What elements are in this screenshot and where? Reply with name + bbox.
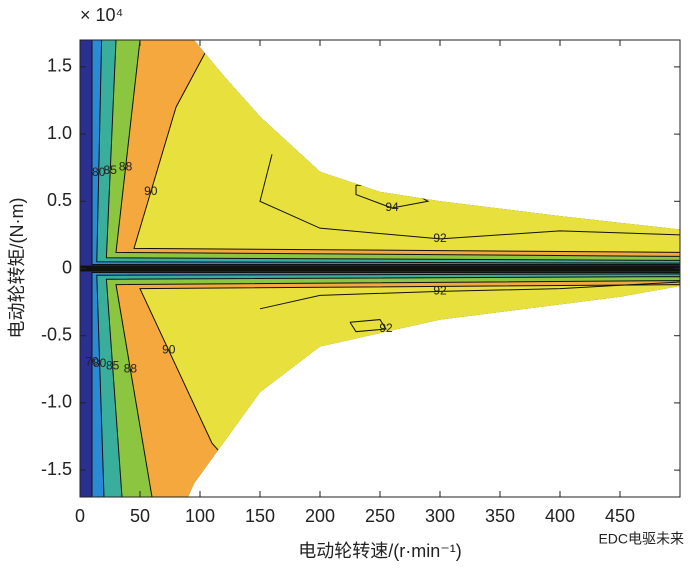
contour-line [259, 154, 680, 240]
contour-label: 88 [119, 160, 133, 174]
x-tick-label: 400 [545, 506, 575, 526]
y-axis-label: 电动轮转矩/(N·m) [7, 198, 27, 339]
y-tick-label: 0 [62, 257, 72, 277]
x-tick-label: 300 [425, 506, 455, 526]
contour-line [349, 319, 387, 333]
contour-label: 92 [433, 231, 447, 245]
contour-label: 85 [104, 163, 118, 177]
contour-label: 88 [124, 362, 138, 376]
y-tick-label: -1.0 [41, 392, 72, 412]
contour-label: 94 [385, 200, 399, 214]
contour-label: 80 [93, 356, 107, 370]
x-tick-label: 100 [185, 506, 215, 526]
contour-line [259, 281, 680, 310]
contour-region [139, 284, 680, 497]
contour-label: 92 [379, 321, 393, 335]
x-axis-label: 电动轮转速/(r·min⁻¹) [298, 541, 461, 561]
x-tick-label: 150 [245, 506, 275, 526]
contour-label: 80 [92, 165, 106, 179]
x-tick-label: 350 [485, 506, 515, 526]
contour-label: 70 [85, 354, 99, 368]
zero-contours [80, 265, 680, 272]
y-tick-label: -0.5 [41, 324, 72, 344]
y-tick-label: 0.5 [47, 190, 72, 210]
y-tick-label: -1.5 [41, 459, 72, 479]
x-tick-label: 450 [605, 506, 635, 526]
contour-label: 90 [162, 343, 176, 357]
contour-map [80, 40, 680, 497]
contour-label: 85 [106, 359, 120, 373]
x-tick-label: 250 [365, 506, 395, 526]
y-tick-label: 1.5 [47, 56, 72, 76]
y-tick-label: 1.0 [47, 123, 72, 143]
contour-label: 92 [433, 284, 447, 298]
watermark: EDC电驱未来 [598, 531, 684, 547]
contour-region [133, 40, 680, 253]
y-multiplier: × 10⁴ [80, 5, 123, 25]
x-tick-label: 200 [305, 506, 335, 526]
x-tick-label: 0 [75, 506, 85, 526]
x-tick-label: 50 [130, 506, 150, 526]
contour-label: 90 [144, 184, 158, 198]
